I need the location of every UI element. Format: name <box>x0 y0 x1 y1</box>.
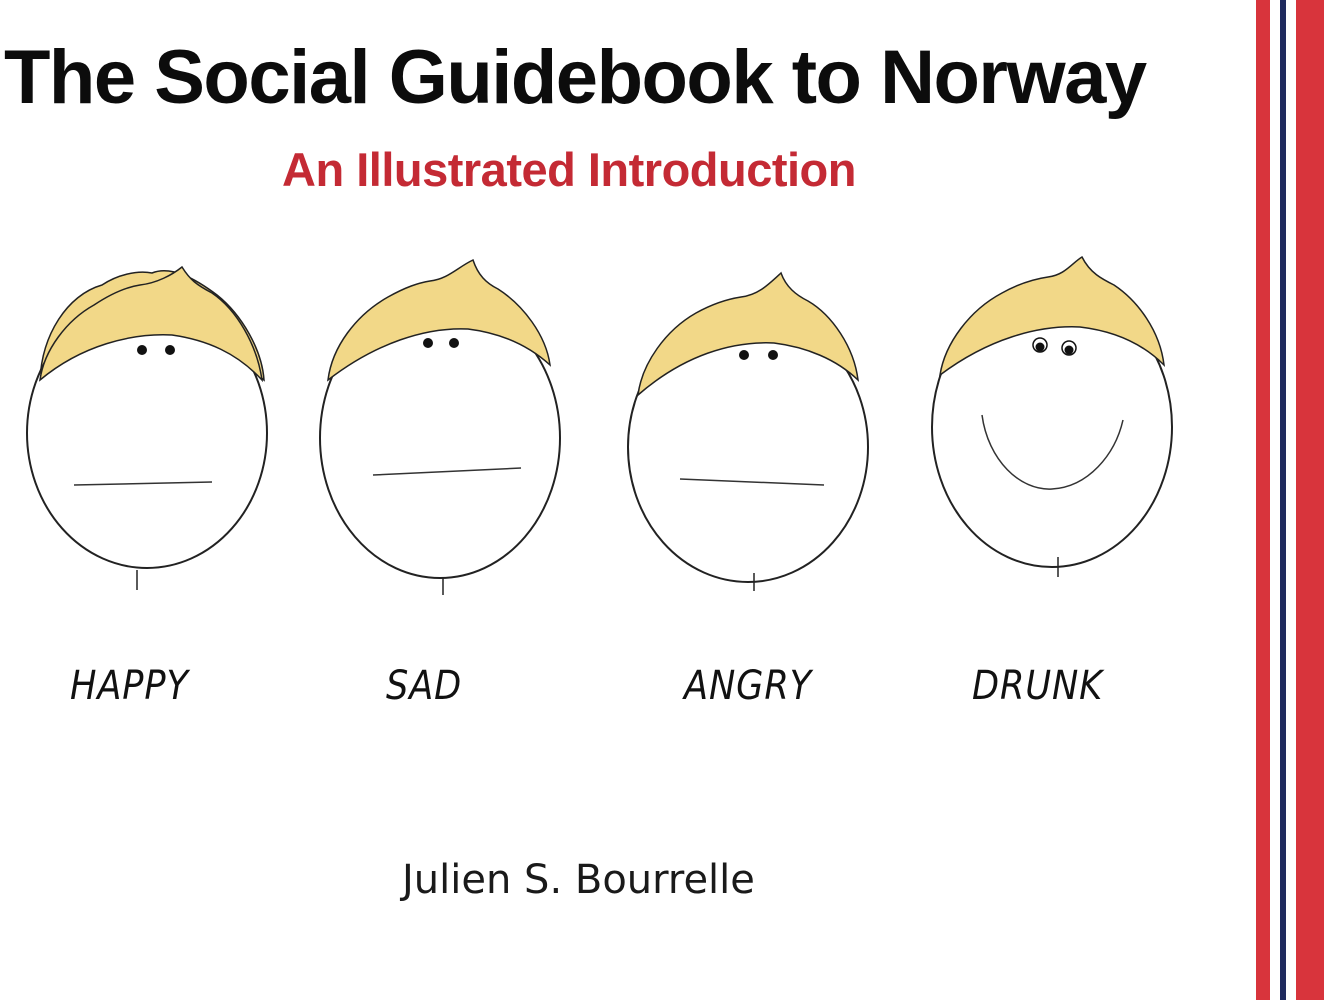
face-illustration-sad <box>318 255 568 600</box>
face-drawing-angry <box>627 271 869 591</box>
flag-stripe-decoration <box>1256 0 1324 1000</box>
face-drawing-drunk <box>931 255 1173 577</box>
face-label-happy: HAPPY <box>70 663 189 709</box>
author-name: Julien S. Bourrelle <box>402 857 755 903</box>
face-label-drunk: DRUNK <box>972 663 1104 709</box>
face-illustration-happy <box>22 255 272 600</box>
book-subtitle: An Illustrated Introduction <box>282 143 856 196</box>
face-drawing-sad <box>319 258 561 595</box>
face-drawing-happy <box>26 265 268 590</box>
face-illustration-angry <box>626 255 876 600</box>
book-title: The Social Guidebook to Norway <box>4 35 1147 120</box>
face-illustration-drunk <box>930 255 1180 600</box>
face-label-sad: SAD <box>386 663 463 709</box>
face-label-angry: ANGRY <box>684 663 813 709</box>
